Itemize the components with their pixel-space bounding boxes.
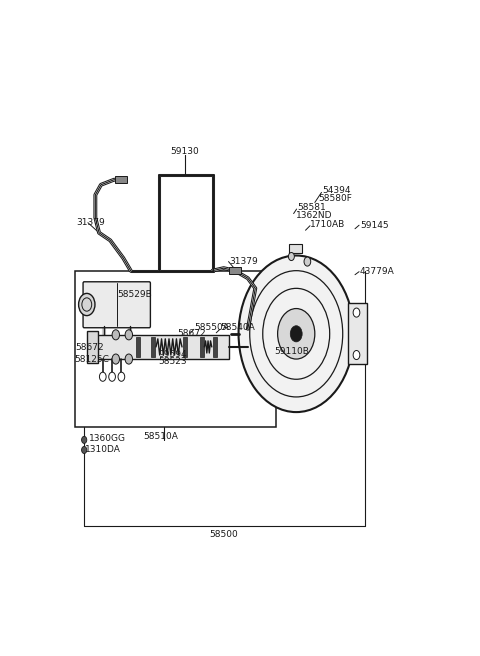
Text: 54394: 54394 — [322, 186, 351, 195]
Text: 59110B: 59110B — [274, 347, 309, 356]
Circle shape — [290, 326, 302, 342]
Text: 58672: 58672 — [76, 343, 104, 352]
Text: 58581: 58581 — [297, 203, 326, 212]
Text: 99594: 99594 — [158, 350, 187, 359]
Text: 1362ND: 1362ND — [296, 211, 333, 220]
Circle shape — [125, 354, 132, 364]
Bar — [97, 335, 229, 359]
Circle shape — [304, 257, 311, 266]
Text: 31379: 31379 — [229, 257, 258, 266]
Text: 59145: 59145 — [360, 220, 388, 230]
Bar — [87, 331, 98, 363]
Text: 59130: 59130 — [170, 148, 199, 157]
Circle shape — [82, 447, 87, 453]
Bar — [136, 337, 140, 357]
Circle shape — [99, 372, 106, 381]
Bar — [151, 337, 155, 357]
Text: 58550A: 58550A — [194, 323, 229, 332]
Circle shape — [239, 256, 354, 412]
Bar — [200, 337, 204, 357]
Text: 1710AB: 1710AB — [310, 220, 345, 229]
Circle shape — [112, 330, 120, 340]
Bar — [183, 337, 187, 357]
Text: 1360GG: 1360GG — [89, 434, 126, 443]
Text: 58510A: 58510A — [144, 432, 179, 441]
Circle shape — [288, 253, 294, 260]
Text: 58523: 58523 — [158, 357, 187, 366]
Bar — [229, 266, 241, 274]
Text: 58125C: 58125C — [74, 354, 109, 363]
Circle shape — [82, 436, 87, 443]
Circle shape — [109, 372, 115, 381]
Bar — [289, 244, 302, 253]
Circle shape — [353, 308, 360, 317]
Circle shape — [353, 350, 360, 359]
Circle shape — [118, 372, 125, 381]
Bar — [75, 271, 276, 427]
Text: 58540A: 58540A — [220, 323, 255, 332]
Text: 58580F: 58580F — [319, 194, 352, 203]
Bar — [115, 176, 127, 183]
Circle shape — [112, 354, 120, 364]
Text: 58672: 58672 — [177, 329, 206, 338]
Circle shape — [125, 330, 132, 340]
Text: 43779A: 43779A — [360, 267, 395, 276]
Circle shape — [79, 293, 95, 316]
Text: 31379: 31379 — [77, 218, 106, 227]
Bar — [213, 337, 216, 357]
Text: 58500: 58500 — [209, 530, 238, 539]
Text: 58529B: 58529B — [118, 291, 153, 299]
Bar — [348, 304, 367, 364]
FancyBboxPatch shape — [83, 282, 150, 328]
Circle shape — [277, 308, 315, 359]
Text: 1310DA: 1310DA — [85, 445, 121, 455]
